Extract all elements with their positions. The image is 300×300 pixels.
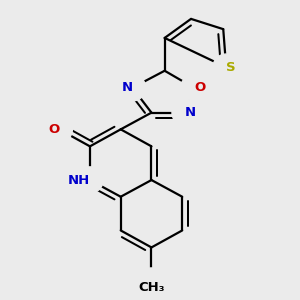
Circle shape <box>181 75 207 101</box>
Circle shape <box>213 54 239 80</box>
Text: N: N <box>185 106 196 119</box>
Circle shape <box>172 100 198 126</box>
Text: S: S <box>226 61 236 74</box>
Text: NH: NH <box>68 173 90 187</box>
Text: O: O <box>48 123 59 136</box>
Text: O: O <box>194 81 205 94</box>
Circle shape <box>77 167 103 193</box>
Text: N: N <box>121 81 132 94</box>
Text: CH₃: CH₃ <box>138 281 165 294</box>
Circle shape <box>119 75 146 101</box>
Circle shape <box>46 116 72 142</box>
Circle shape <box>138 268 165 294</box>
